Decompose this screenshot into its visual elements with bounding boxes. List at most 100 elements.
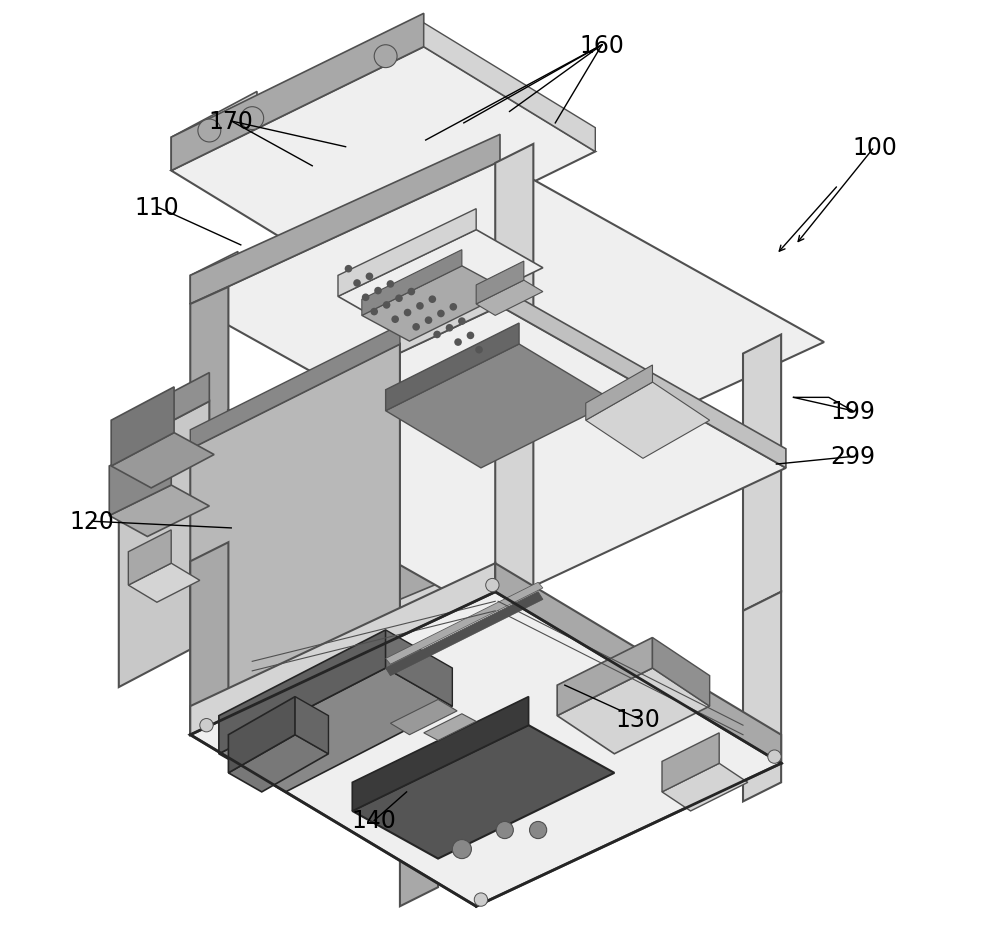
- Polygon shape: [195, 288, 500, 449]
- Polygon shape: [338, 230, 543, 335]
- Polygon shape: [557, 668, 710, 754]
- Circle shape: [437, 310, 445, 318]
- Polygon shape: [190, 252, 238, 305]
- Polygon shape: [662, 733, 719, 792]
- Text: 140: 140: [352, 808, 397, 833]
- Polygon shape: [662, 764, 748, 811]
- Circle shape: [383, 302, 390, 309]
- Polygon shape: [400, 716, 438, 906]
- Polygon shape: [743, 592, 781, 802]
- Polygon shape: [295, 697, 328, 754]
- Text: 199: 199: [830, 399, 875, 424]
- Polygon shape: [195, 307, 786, 611]
- Circle shape: [345, 266, 352, 273]
- Polygon shape: [128, 564, 200, 603]
- Polygon shape: [171, 14, 424, 171]
- Polygon shape: [190, 592, 781, 906]
- Circle shape: [387, 281, 394, 288]
- Polygon shape: [109, 486, 209, 537]
- Polygon shape: [338, 209, 476, 297]
- Circle shape: [412, 324, 420, 331]
- Polygon shape: [190, 345, 400, 735]
- Polygon shape: [119, 373, 209, 449]
- Polygon shape: [362, 250, 462, 316]
- Polygon shape: [190, 564, 495, 735]
- Polygon shape: [219, 668, 452, 792]
- Circle shape: [370, 308, 378, 316]
- Polygon shape: [386, 630, 452, 706]
- Polygon shape: [190, 514, 400, 628]
- Polygon shape: [495, 371, 743, 486]
- Polygon shape: [400, 459, 438, 735]
- Polygon shape: [386, 324, 519, 411]
- Circle shape: [362, 294, 369, 302]
- Circle shape: [449, 304, 457, 311]
- Polygon shape: [111, 387, 174, 466]
- Polygon shape: [500, 288, 786, 468]
- Polygon shape: [190, 543, 228, 735]
- Circle shape: [241, 108, 264, 130]
- Polygon shape: [495, 564, 781, 764]
- Polygon shape: [171, 48, 595, 276]
- Circle shape: [408, 288, 415, 296]
- Circle shape: [404, 309, 411, 317]
- Polygon shape: [352, 697, 529, 811]
- Circle shape: [200, 719, 213, 732]
- Text: 130: 130: [616, 706, 661, 731]
- Polygon shape: [171, 92, 257, 171]
- Polygon shape: [119, 402, 209, 687]
- Polygon shape: [652, 638, 710, 706]
- Polygon shape: [386, 583, 543, 664]
- Polygon shape: [362, 267, 510, 342]
- Circle shape: [486, 579, 499, 592]
- Polygon shape: [495, 402, 533, 611]
- Circle shape: [416, 303, 424, 310]
- Text: 170: 170: [209, 109, 254, 134]
- Circle shape: [496, 822, 513, 839]
- Circle shape: [452, 840, 471, 859]
- Circle shape: [198, 120, 221, 143]
- Circle shape: [454, 339, 462, 347]
- Polygon shape: [228, 735, 328, 792]
- Polygon shape: [495, 145, 533, 421]
- Polygon shape: [228, 697, 295, 773]
- Polygon shape: [557, 638, 652, 716]
- Polygon shape: [219, 630, 386, 754]
- Circle shape: [446, 325, 453, 332]
- Circle shape: [391, 316, 399, 324]
- Polygon shape: [190, 135, 500, 305]
- Polygon shape: [586, 383, 710, 459]
- Polygon shape: [190, 288, 228, 562]
- Text: 100: 100: [852, 135, 897, 160]
- Circle shape: [433, 331, 441, 339]
- Circle shape: [353, 280, 361, 288]
- Text: 120: 120: [70, 509, 115, 534]
- Polygon shape: [386, 345, 614, 468]
- Circle shape: [768, 750, 781, 764]
- Circle shape: [467, 332, 474, 340]
- Polygon shape: [424, 24, 595, 152]
- Polygon shape: [386, 592, 543, 676]
- Polygon shape: [190, 371, 495, 543]
- Circle shape: [429, 296, 436, 304]
- Circle shape: [425, 317, 432, 325]
- Polygon shape: [109, 436, 171, 516]
- Circle shape: [458, 318, 466, 326]
- Polygon shape: [424, 714, 476, 741]
- Polygon shape: [476, 281, 543, 316]
- Circle shape: [374, 46, 397, 69]
- Polygon shape: [128, 530, 171, 585]
- Polygon shape: [190, 326, 400, 449]
- Circle shape: [475, 347, 483, 354]
- Circle shape: [395, 295, 403, 303]
- Polygon shape: [476, 262, 524, 305]
- Text: 299: 299: [830, 445, 875, 469]
- Text: 110: 110: [135, 195, 179, 220]
- Polygon shape: [586, 366, 652, 421]
- Circle shape: [366, 273, 373, 281]
- Circle shape: [530, 822, 547, 839]
- Text: 160: 160: [580, 33, 624, 58]
- Polygon shape: [190, 162, 824, 486]
- Circle shape: [374, 288, 382, 295]
- Polygon shape: [111, 433, 214, 488]
